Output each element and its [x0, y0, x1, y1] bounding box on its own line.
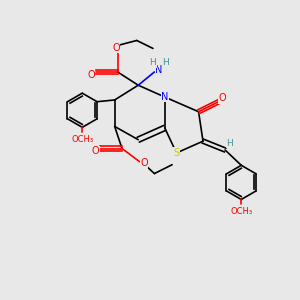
Text: OCH₃: OCH₃: [71, 135, 93, 144]
Text: N: N: [155, 65, 163, 76]
Text: N: N: [161, 92, 168, 102]
Text: O: O: [219, 94, 226, 103]
Text: O: O: [140, 158, 148, 168]
Text: H: H: [162, 58, 169, 67]
Text: O: O: [112, 43, 120, 53]
Text: S: S: [173, 148, 180, 158]
Text: H: H: [226, 139, 233, 148]
Text: H: H: [150, 58, 156, 67]
Text: OCH₃: OCH₃: [230, 207, 252, 216]
Text: O: O: [87, 70, 95, 80]
Text: O: O: [92, 146, 99, 157]
